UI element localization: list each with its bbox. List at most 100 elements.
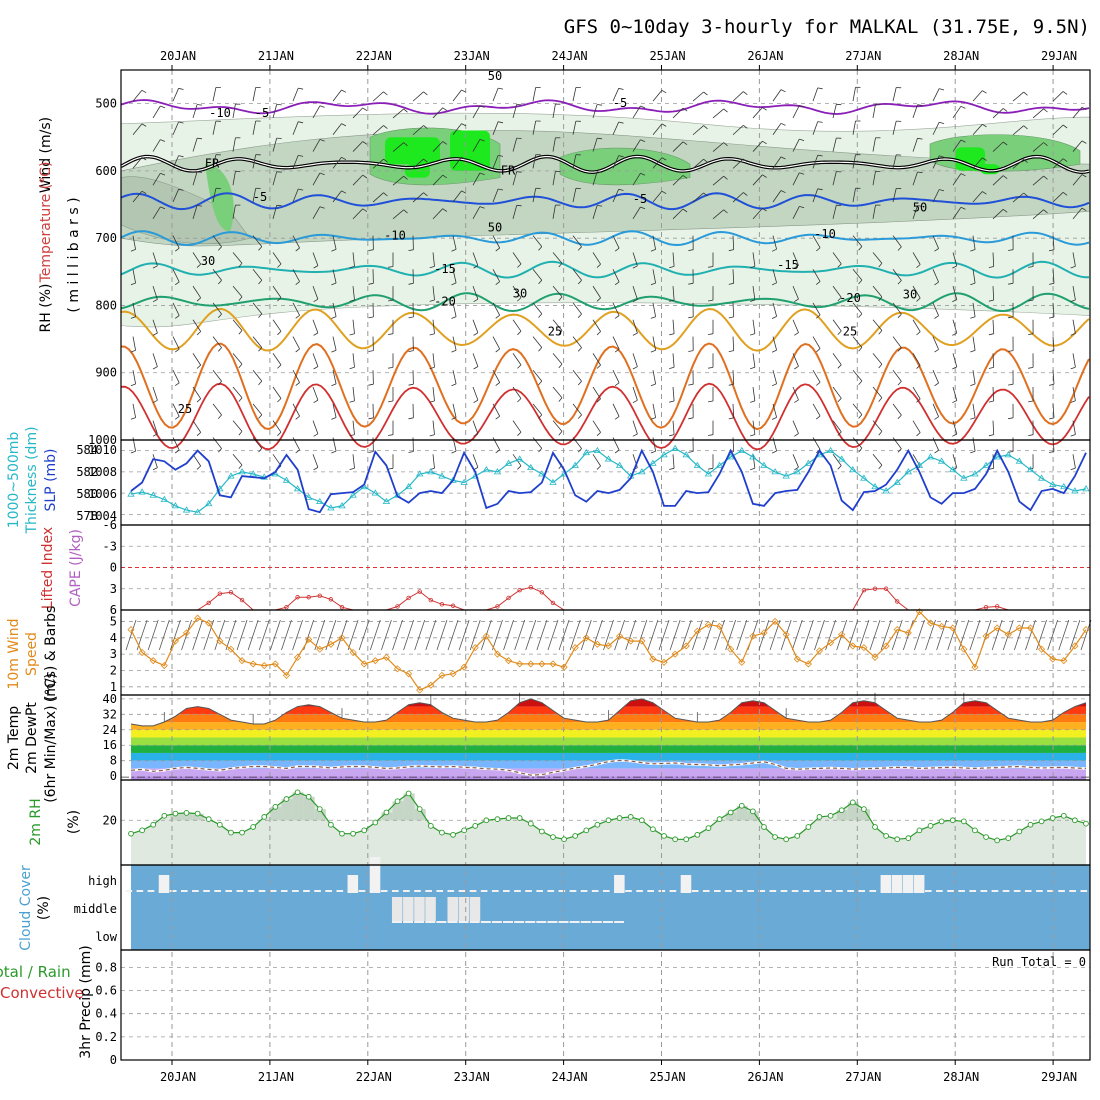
wind10m-barb bbox=[814, 619, 825, 651]
upper-wind-barb bbox=[672, 386, 675, 402]
upper-wind-barb bbox=[332, 190, 342, 203]
upper-wind-barb bbox=[992, 252, 995, 267]
cloud-high-trace bbox=[169, 890, 177, 892]
upper-wind-barb bbox=[352, 420, 355, 435]
upper-wind-barb-flag bbox=[218, 313, 222, 318]
upper-wind-barb-flag bbox=[597, 137, 603, 140]
upper-wind-barb bbox=[652, 157, 663, 169]
upper-wind-barb bbox=[932, 88, 940, 102]
upper-wind-barb bbox=[1072, 174, 1083, 186]
upper-wind-barb bbox=[352, 107, 363, 119]
upper-wind-barb bbox=[852, 188, 856, 203]
upper-wind-barb-flag bbox=[982, 191, 987, 195]
upper-wind-barb-flag bbox=[442, 174, 448, 179]
thickness-point bbox=[860, 474, 868, 481]
upper-wind-barb bbox=[592, 353, 601, 366]
isotherm-label: 30 bbox=[513, 286, 527, 300]
upper-wind-barb-flag bbox=[238, 296, 243, 301]
upper-wind-barb-flag bbox=[878, 363, 883, 369]
upper-wind-barb bbox=[672, 454, 675, 469]
upper-wind-barb-flag bbox=[762, 140, 767, 145]
upper-ytick-600: 600 bbox=[95, 164, 117, 178]
upper-wind-barb-flag bbox=[988, 467, 994, 470]
lifted-index-point bbox=[495, 604, 500, 609]
wind10m-barb bbox=[458, 619, 470, 651]
upper-wind-barb-flag bbox=[934, 382, 939, 387]
upper-wind-barb bbox=[272, 104, 278, 119]
cloud-high-trace bbox=[425, 890, 432, 892]
upper-wind-barb bbox=[672, 252, 675, 267]
wind10m-barb bbox=[880, 619, 892, 651]
upper-wind-barb-flag bbox=[403, 175, 408, 180]
thickness-point bbox=[316, 497, 324, 505]
cloud-high-trace bbox=[1013, 890, 1021, 892]
upper-wind-barb bbox=[292, 403, 300, 417]
upper-wind-barb-flag bbox=[277, 431, 282, 436]
isotherm-label: 30 bbox=[201, 254, 215, 268]
upper-wind-barb-flag bbox=[152, 467, 158, 471]
cloud-high-block bbox=[680, 875, 692, 893]
upper-wind-barb-flag bbox=[897, 246, 902, 251]
upper-wind-barb bbox=[292, 188, 299, 203]
upper-wind-barb bbox=[952, 139, 962, 152]
upper-wind-barb bbox=[1032, 142, 1044, 152]
cloud-high-trace bbox=[1036, 890, 1043, 892]
upper-wind-barb-flag bbox=[799, 138, 805, 141]
upper-wind-barb-flag bbox=[429, 266, 435, 269]
upper-wind-barb-flag bbox=[939, 88, 945, 91]
upper-wind-barb-flag bbox=[837, 297, 842, 302]
upper-wind-barb-flag bbox=[368, 417, 374, 420]
upper-wind-barb-flag bbox=[218, 448, 222, 453]
wind10m-point bbox=[782, 630, 790, 639]
upper-wind-barb-flag bbox=[1081, 140, 1087, 144]
lifted-index-point bbox=[217, 591, 223, 596]
upper-wind-barb bbox=[192, 205, 198, 219]
wind10m-point bbox=[282, 671, 291, 679]
lifted-index-point bbox=[206, 600, 211, 606]
upper-wind-barb bbox=[372, 158, 384, 169]
rh2m-point bbox=[161, 812, 168, 819]
wind10m-barb bbox=[1069, 619, 1081, 651]
upper-wind-barb-flag bbox=[703, 158, 708, 163]
rh2m-label-a: 2m RH bbox=[28, 798, 44, 845]
wind10m-barb bbox=[314, 619, 326, 651]
wind10m-point bbox=[915, 608, 923, 616]
wind10m-barb bbox=[614, 619, 625, 651]
cloud-middle-block bbox=[414, 897, 425, 921]
upper-wind-barb-flag bbox=[1023, 125, 1028, 130]
thickness-point bbox=[293, 485, 302, 492]
rh2m-point bbox=[627, 814, 634, 820]
upper-wind-barb-flag bbox=[743, 192, 748, 196]
upper-wind-barb-flag bbox=[152, 366, 158, 370]
upper-wind-barb bbox=[592, 319, 601, 332]
upper-wind-barb bbox=[972, 90, 983, 102]
cloud-high-trace bbox=[303, 890, 310, 892]
upper-wind-barb bbox=[212, 403, 222, 416]
upper-wind-barb-flag bbox=[858, 448, 863, 453]
wind10m-ytick-2: 2 bbox=[110, 663, 117, 677]
cloud-high-trace bbox=[991, 890, 999, 892]
thickness-point bbox=[504, 459, 513, 466]
upper-wind-barb bbox=[192, 353, 202, 366]
upper-wind-barb bbox=[132, 123, 143, 136]
thickness-point bbox=[138, 488, 146, 495]
upper-wind-barb-flag bbox=[451, 248, 457, 252]
upper-wind-barb-flag bbox=[817, 188, 823, 191]
upper-wind-barb bbox=[352, 319, 355, 334]
upper-wind-barb-flag bbox=[174, 382, 180, 387]
isotherm-minus5 bbox=[120, 192, 1090, 211]
upper-wind-barb-flag bbox=[878, 397, 883, 402]
upper-wind-barb bbox=[992, 387, 995, 402]
upper-wind-barb-flag bbox=[878, 431, 883, 436]
thickness-point bbox=[949, 465, 957, 473]
upper-wind-barb-flag bbox=[130, 249, 136, 252]
upper-wind-barb-flag bbox=[174, 315, 180, 319]
upper-wind-barb bbox=[632, 252, 638, 266]
upper-wind-barb-flag bbox=[614, 449, 620, 454]
upper-wind-barb bbox=[552, 137, 556, 152]
upper-wind-barb bbox=[572, 188, 577, 203]
upper-wind-barb-flag bbox=[771, 383, 777, 387]
upper-wind-barb-flag bbox=[780, 156, 786, 160]
upper-wind-barb-flag bbox=[1002, 208, 1008, 213]
lifted-index-line bbox=[131, 586, 1086, 611]
